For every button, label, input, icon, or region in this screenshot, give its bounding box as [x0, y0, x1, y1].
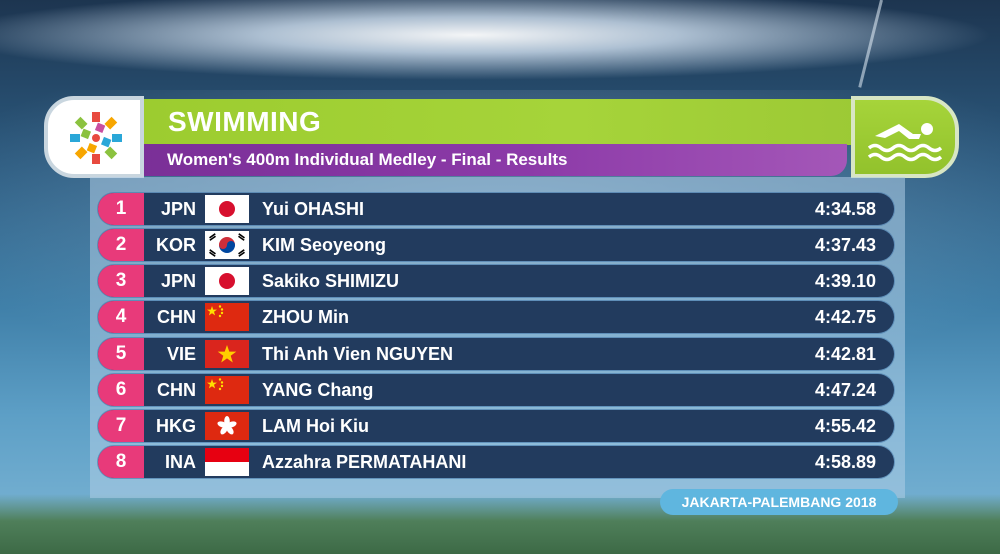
vietnam-flag-icon [205, 340, 249, 368]
result-time: 4:42.81 [814, 344, 876, 364]
asian-games-logo-icon [70, 112, 122, 164]
sport-header-bar [135, 99, 865, 145]
rank-badge: 2 [98, 229, 144, 261]
sport-title: SWIMMING [168, 106, 322, 137]
result-row: 6 CHN YANG Chang 4:47.24 [98, 374, 894, 406]
host-city-badge: JAKARTA-PALEMBANG 2018 [660, 489, 898, 515]
athlete-name: Sakiko SHIMIZU [262, 271, 400, 291]
result-time: 4:37.43 [814, 235, 876, 255]
result-row: 8 INA Azzahra PERMATAHANI 4:58.89 [98, 446, 894, 478]
result-time: 4:42.75 [814, 307, 876, 327]
result-row: 2 KOR KIM Seoyeong 4:37.43 [98, 229, 894, 261]
rank-badge: 1 [98, 193, 144, 225]
athlete-name: KIM Seoyeong [262, 235, 387, 255]
japan-flag-icon [205, 267, 249, 295]
result-row: 5 VIE Thi Anh Vien NGUYEN 4:42.81 [98, 338, 894, 370]
result-row: 3 JPN Sakiko SHIMIZU 4:39.10 [98, 265, 894, 297]
athlete-name: Thi Anh Vien NGUYEN [262, 344, 454, 364]
swimmer-icon [867, 123, 943, 162]
athlete-name: Yui OHASHI [262, 199, 365, 219]
china-flag-icon [205, 376, 249, 404]
result-time: 4:39.10 [814, 271, 876, 291]
country-code: JPN [160, 199, 196, 219]
rank-badge: 4 [98, 301, 144, 333]
country-code: VIE [166, 344, 196, 364]
country-code: JPN [160, 271, 196, 291]
athlete-name: LAM Hoi Kiu [262, 416, 369, 436]
rank-badge: 7 [98, 410, 144, 442]
result-time: 4:34.58 [814, 199, 876, 219]
country-code: CHN [157, 307, 196, 327]
result-time: 4:58.89 [814, 452, 876, 472]
result-time: 4:55.42 [814, 416, 876, 436]
games-logo-badge [44, 96, 144, 178]
result-time: 4:47.24 [814, 380, 876, 400]
event-header-bar [135, 144, 847, 176]
result-row: 4 CHN ZHOU Min 4:42.75 [98, 301, 894, 333]
athlete-name: YANG Chang [262, 380, 374, 400]
event-title: Women's 400m Individual Medley - Final -… [167, 150, 568, 169]
rank-badge: 5 [98, 338, 144, 370]
country-code: KOR [156, 235, 196, 255]
sport-badge [851, 96, 959, 178]
indonesia-flag-icon [205, 448, 249, 476]
japan-flag-icon [205, 195, 249, 223]
china-flag-icon [205, 303, 249, 331]
rank-badge: 6 [98, 374, 144, 406]
rank-badge: 8 [98, 446, 144, 478]
athlete-name: ZHOU Min [262, 307, 349, 327]
country-code: INA [165, 452, 196, 472]
stadium-lights [0, 0, 1000, 110]
hong-kong-flag-icon [205, 412, 249, 440]
country-code: HKG [156, 416, 196, 436]
athlete-name: Azzahra PERMATAHANI [262, 452, 467, 472]
rank-badge: 3 [98, 265, 144, 297]
south-korea-flag-icon [205, 231, 249, 259]
country-code: CHN [157, 380, 196, 400]
result-row: 7 HKG LAM Hoi Kiu 4:55.42 [98, 410, 894, 442]
result-row: 1 JPN Yui OHASHI 4:34.58 [98, 193, 894, 225]
